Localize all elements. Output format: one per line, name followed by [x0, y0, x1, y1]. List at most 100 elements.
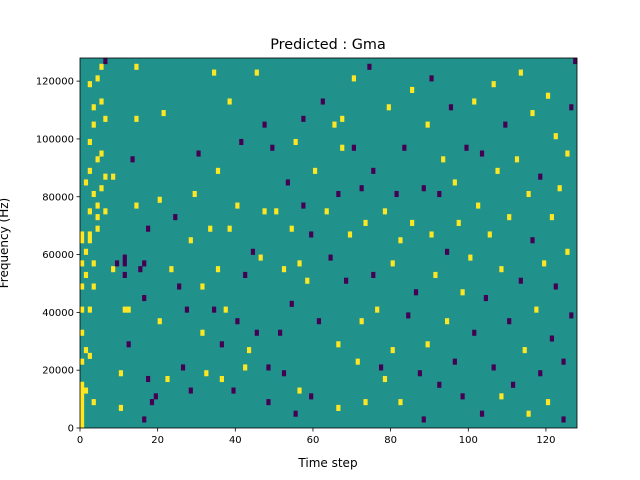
x-tick-label: 0 — [77, 435, 83, 446]
heatmap-cell — [184, 306, 190, 313]
heatmap-cell — [351, 144, 356, 151]
heatmap-cell — [495, 167, 500, 174]
heatmap-cells — [80, 58, 578, 429]
heatmap-cell — [410, 86, 415, 93]
heatmap-cell — [336, 404, 341, 411]
heatmap-cell — [565, 248, 570, 255]
heatmap-cell — [297, 260, 302, 267]
heatmap-cell — [347, 231, 353, 238]
heatmap-cell — [542, 260, 547, 267]
heatmap-cell — [328, 254, 333, 261]
heatmap-cell — [118, 404, 124, 411]
heatmap-cell — [402, 144, 407, 151]
heatmap-cell — [417, 370, 422, 377]
heatmap-cell — [538, 370, 543, 377]
x-tick-label: 40 — [229, 435, 242, 446]
heatmap-cell — [254, 329, 259, 336]
heatmap-cell — [103, 173, 108, 180]
heatmap-cell — [429, 231, 434, 238]
heatmap-cell — [87, 208, 92, 215]
plot-area — [79, 57, 578, 429]
heatmap-cell — [95, 225, 100, 232]
heatmap-cell — [80, 231, 85, 244]
heatmap-cell — [336, 341, 341, 348]
heatmap-cell — [452, 179, 457, 186]
heatmap-cell — [134, 202, 139, 209]
heatmap-cell — [103, 58, 108, 65]
heatmap-cell — [491, 364, 496, 371]
heatmap-cell — [425, 121, 430, 128]
heatmap-cell — [130, 156, 135, 163]
heatmap-cell — [114, 260, 120, 267]
heatmap-cell — [126, 306, 131, 313]
heatmap-cell — [231, 387, 236, 394]
heatmap-cell — [80, 393, 85, 429]
heatmap-cell — [177, 283, 182, 290]
heatmap-cell — [460, 393, 465, 400]
heatmap-cell — [433, 271, 438, 278]
heatmap-cell — [87, 81, 92, 88]
heatmap-cell — [278, 329, 283, 336]
heatmap-cell — [227, 225, 232, 232]
heatmap-cell — [91, 121, 96, 128]
heatmap-cell — [363, 219, 368, 226]
heatmap-cell — [371, 167, 376, 174]
heatmap-cell — [270, 144, 275, 151]
heatmap-cell — [553, 133, 558, 140]
heatmap-cell — [103, 115, 108, 122]
heatmap-cell — [99, 150, 104, 157]
heatmap-cell — [142, 260, 147, 267]
heatmap-cell — [235, 318, 240, 325]
heatmap-cell — [316, 318, 322, 325]
heatmap-cell — [514, 156, 520, 163]
heatmap-cell — [491, 81, 496, 88]
heatmap-cell — [460, 289, 465, 296]
x-tick-label: 100 — [459, 435, 478, 446]
heatmap-cell — [274, 208, 279, 215]
x-tick-label: 80 — [384, 435, 397, 446]
heatmap-cell — [95, 75, 100, 82]
heatmap-cell — [359, 185, 364, 192]
heatmap-cell — [281, 266, 287, 273]
heatmap-cell — [437, 381, 442, 388]
heatmap-cell — [169, 266, 174, 273]
y-tick-label: 0 — [68, 424, 74, 435]
chart-title: Predicted : Gma — [270, 37, 386, 53]
heatmap-cell — [390, 347, 395, 354]
heatmap-cell — [289, 225, 294, 232]
heatmap-cell — [324, 208, 329, 215]
heatmap-cell — [91, 283, 96, 290]
heatmap-cell — [180, 364, 186, 371]
heatmap-cell — [573, 58, 578, 65]
heatmap-cell — [227, 98, 232, 105]
heatmap-cell — [336, 190, 341, 198]
heatmap-cell — [561, 416, 566, 423]
heatmap-cell — [157, 318, 162, 325]
heatmap-cell — [192, 190, 197, 198]
heatmap-cell — [398, 237, 403, 244]
heatmap-cell — [122, 260, 127, 267]
y-axis-label: Frequency (Hz) — [0, 198, 11, 289]
plot-frame — [79, 57, 578, 429]
heatmap-cell — [530, 110, 535, 117]
heatmap-cell — [266, 364, 271, 371]
heatmap-cell — [382, 208, 388, 215]
heatmap-cell — [309, 393, 314, 400]
heatmap-cell — [243, 271, 248, 278]
heatmap-cell — [448, 104, 454, 111]
heatmap-cell — [204, 370, 209, 377]
heatmap-cell — [312, 167, 318, 174]
heatmap-cell — [413, 289, 419, 296]
x-tick-label: 20 — [151, 435, 164, 446]
heatmap-cell — [355, 358, 360, 365]
heatmap-cell — [557, 185, 562, 192]
heatmap-cell — [91, 260, 96, 267]
heatmap-cell — [437, 190, 442, 198]
x-tick-label: 60 — [307, 435, 320, 446]
heatmap-cell — [530, 237, 535, 244]
heatmap-cell — [258, 254, 263, 261]
heatmap-cell — [91, 104, 96, 111]
heatmap-cell — [421, 185, 426, 192]
heatmap-cell — [503, 121, 508, 128]
heatmap-cell — [479, 410, 485, 417]
